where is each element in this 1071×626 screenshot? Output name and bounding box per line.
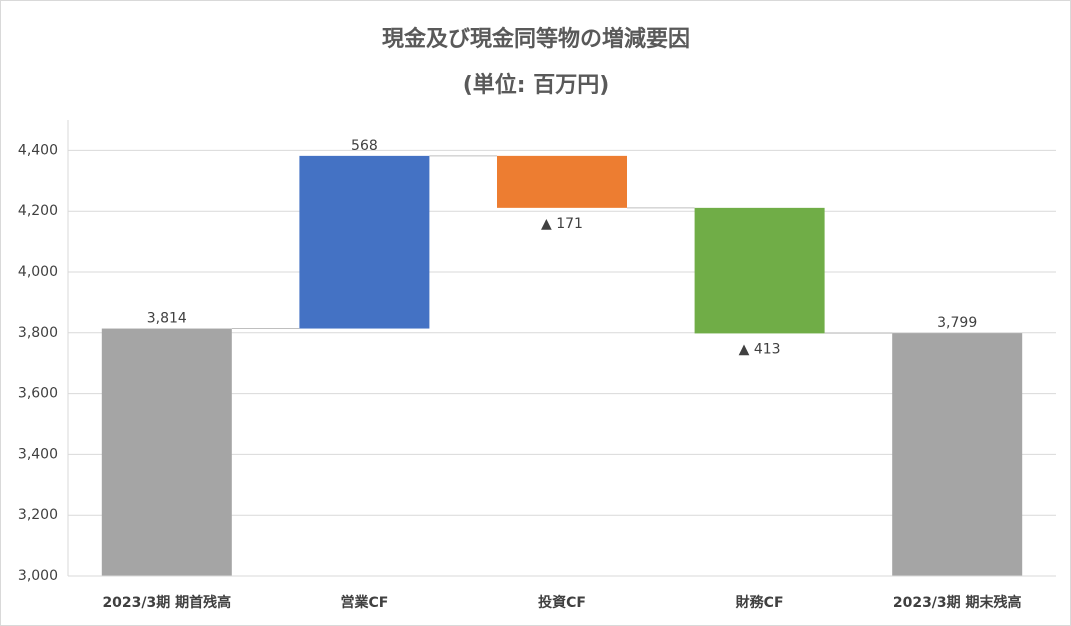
bar: [101, 328, 232, 576]
data-label: 3,799: [937, 315, 977, 331]
y-tick-label: 4,400: [18, 142, 58, 158]
x-tick-label: 投資CF: [538, 594, 586, 611]
data-label: 568: [351, 138, 378, 154]
y-tick-label: 4,200: [18, 203, 58, 219]
bar: [694, 207, 825, 334]
data-label: ▲ 171: [541, 216, 583, 232]
y-tick-label: 4,000: [18, 264, 58, 280]
bar: [892, 333, 1023, 576]
x-tick-label: 営業CF: [340, 594, 388, 611]
chart-subtitle: (単位: 百万円): [463, 72, 610, 98]
bar: [497, 155, 627, 208]
data-label: 3,814: [147, 311, 187, 327]
y-tick-label: 3,400: [18, 446, 58, 462]
chart-title: 現金及び現金同等物の増減要因: [382, 26, 690, 52]
bar: [299, 155, 430, 329]
y-tick-label: 3,200: [18, 507, 58, 523]
x-tick-label: 2023/3期 期末残高: [893, 594, 1022, 611]
x-tick-label: 2023/3期 期首残高: [102, 594, 231, 611]
y-tick-label: 3,800: [18, 325, 58, 341]
x-tick-label: 財務CF: [735, 594, 784, 611]
y-tick-label: 3,600: [18, 386, 58, 402]
y-tick-label: 3,000: [18, 568, 58, 584]
data-label: ▲ 413: [739, 341, 781, 357]
